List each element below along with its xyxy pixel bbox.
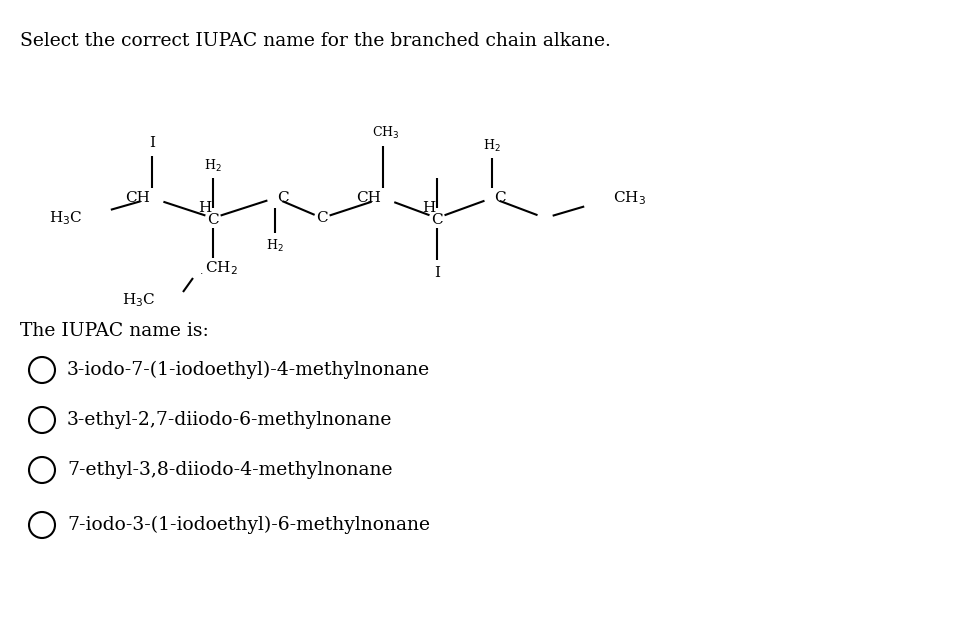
Text: CH: CH [355,191,380,205]
Text: $_.$CH$_2$: $_.$CH$_2$ [199,259,237,277]
Text: C: C [276,191,289,205]
Text: 7-ethyl-3,8-diiodo-4-methylnonane: 7-ethyl-3,8-diiodo-4-methylnonane [67,461,392,479]
Text: H$_3$C: H$_3$C [121,291,154,309]
Text: H: H [422,201,436,215]
Text: 3-iodo-7-(1-iodoethyl)-4-methylnonane: 3-iodo-7-(1-iodoethyl)-4-methylnonane [67,361,430,379]
Text: I: I [434,266,439,280]
Text: C: C [494,191,505,205]
Text: 3-ethyl-2,7-diiodo-6-methylnonane: 3-ethyl-2,7-diiodo-6-methylnonane [67,411,392,429]
Text: CH$_3$: CH$_3$ [372,125,399,141]
Text: 7-iodo-3-(1-iodoethyl)-6-methylnonane: 7-iodo-3-(1-iodoethyl)-6-methylnonane [67,516,430,534]
Text: H$_2$: H$_2$ [482,138,500,154]
Text: H: H [198,201,212,215]
Text: C: C [207,213,218,227]
Text: H$_2$: H$_2$ [266,238,284,254]
Text: C: C [315,211,328,225]
Text: H$_3$C: H$_3$C [49,209,82,227]
Text: CH$_3$: CH$_3$ [613,189,645,207]
Text: I: I [149,136,154,150]
Text: Select the correct IUPAC name for the branched chain alkane.: Select the correct IUPAC name for the br… [20,32,610,50]
Text: CH: CH [125,191,150,205]
Text: C: C [431,213,442,227]
Text: The IUPAC name is:: The IUPAC name is: [20,322,209,340]
Text: H$_2$: H$_2$ [204,158,222,174]
